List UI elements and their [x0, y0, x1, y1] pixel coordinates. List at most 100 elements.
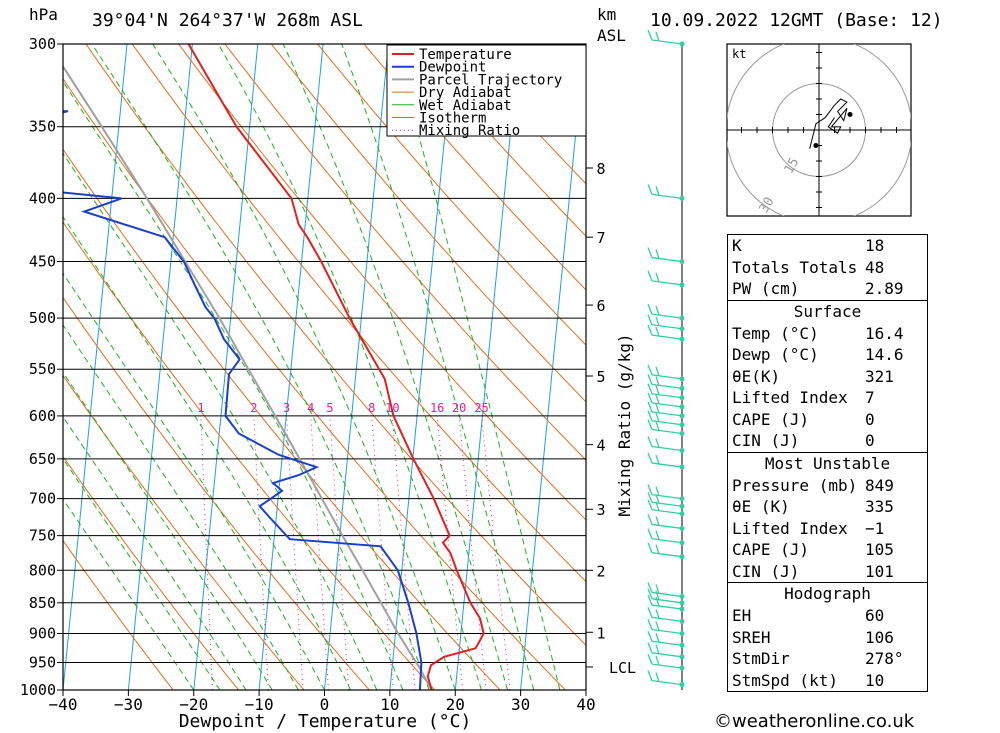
- index-value: 2.89: [865, 279, 904, 298]
- hodograph-indices: EH 60 SREH 106 StmDir 278° StmSpd (kt) 10: [728, 605, 927, 691]
- pressure-label: 450: [29, 253, 56, 271]
- dry-adiabat-line: [178, 44, 586, 521]
- wind-barb: [647, 542, 683, 558]
- pressure-label: 800: [29, 561, 56, 579]
- isotherm-line: [63, 44, 128, 690]
- legend-box: [386, 44, 587, 137]
- index-label: StmDir: [732, 649, 790, 668]
- asl-unit: ASL: [597, 26, 626, 45]
- index-row: CAPE (J) 0: [728, 409, 927, 431]
- pressure-label: 750: [29, 527, 56, 545]
- pressure-label: 700: [29, 490, 56, 508]
- index-label: CAPE (J): [732, 540, 810, 559]
- pressure-label: 300: [29, 35, 56, 53]
- station-location: 39°04'N 264°37'W 268m ASL: [92, 10, 363, 31]
- wet-adiabat-line: [63, 152, 378, 690]
- isotherm-line: [454, 44, 520, 690]
- index-label: CIN (J): [732, 561, 800, 581]
- km-tick-label: 1: [596, 624, 605, 642]
- index-label: Pressure (mb): [732, 475, 858, 495]
- hodograph-title: Hodograph: [728, 582, 927, 605]
- isotherm-line: [389, 44, 455, 690]
- wind-barb: [647, 528, 683, 544]
- mixing-ratio-label: 8: [368, 401, 375, 415]
- index-row: K 18: [728, 235, 927, 257]
- index-label: Dewp (°C): [732, 345, 819, 364]
- wet-adiabat-line: [63, 80, 404, 690]
- legend-label: Temperature: [419, 47, 512, 63]
- most-unstable-title: Most Unstable: [728, 451, 927, 475]
- hodograph-ring-label: 15: [782, 155, 803, 176]
- index-row: CIN (J) 0: [728, 430, 927, 452]
- index-label: EH: [732, 606, 752, 625]
- index-value: 48: [865, 257, 885, 277]
- dry-adiabat-line: [270, 44, 586, 403]
- wind-barb: [647, 419, 683, 435]
- isotherm-line: [127, 44, 193, 690]
- wind-barb: [647, 452, 683, 468]
- wind-barb: [647, 619, 683, 635]
- wind-barb: [647, 484, 683, 500]
- index-value: 0: [865, 409, 875, 429]
- index-value: 10: [865, 670, 885, 690]
- lcl-label: LCL: [609, 659, 636, 677]
- mixing-ratio-label: 1: [197, 401, 204, 415]
- index-value: 278°: [865, 649, 904, 668]
- index-value: 849: [865, 475, 894, 495]
- wind-barb: [647, 364, 683, 380]
- mixing-ratio-label: 10: [385, 401, 399, 415]
- index-row: Lifted Index −1: [728, 518, 927, 540]
- dry-adiabat-line: [63, 539, 174, 690]
- wind-barb: [647, 670, 683, 686]
- index-value: 18: [865, 236, 885, 255]
- index-value: 321: [865, 366, 894, 386]
- wet-adiabat-line: [63, 457, 221, 690]
- index-label: Temp (°C): [732, 323, 819, 343]
- legend-label: Isotherm: [419, 111, 486, 127]
- wind-barb: [647, 374, 683, 390]
- index-row: Temp (°C) 16.4: [728, 323, 927, 345]
- dry-adiabat-line: [363, 44, 586, 291]
- index-label: θE (K): [732, 497, 790, 516]
- mixing-ratio-line: [200, 415, 213, 690]
- index-label: K: [732, 236, 742, 255]
- dry-adiabat-line: [63, 77, 566, 690]
- pressure-unit: hPa: [29, 5, 58, 24]
- wind-barb: [647, 247, 683, 263]
- dry-adiabat-line: [63, 148, 501, 690]
- wind-barb: [647, 184, 683, 200]
- wind-barb: [647, 314, 683, 330]
- wind-barb: [647, 582, 683, 598]
- mixing-ratio-line: [310, 415, 329, 690]
- index-row: Totals Totals 48: [728, 257, 927, 279]
- x-tick-label: 20: [446, 695, 465, 714]
- pressure-label: 1000: [20, 681, 56, 699]
- pressure-label: 900: [29, 624, 56, 642]
- wind-barb: [647, 303, 683, 319]
- wet-adiabat-line: [152, 44, 456, 690]
- index-value: 16.4: [865, 323, 904, 343]
- wind-barb: [647, 499, 683, 515]
- pressure-label: 500: [29, 309, 56, 327]
- mixing-ratio-line: [253, 415, 269, 690]
- credit-link[interactable]: ©weatheronline.co.uk: [714, 711, 915, 732]
- hodograph-unit: kt: [732, 47, 746, 61]
- index-label: PW (cm): [732, 279, 800, 298]
- hodograph-trace: [809, 98, 848, 149]
- wind-barb: [647, 436, 683, 452]
- legend-label: Dewpoint: [419, 60, 486, 76]
- surface-indices: Temp (°C) 16.4 Dewp (°C) 14.6 θE(K) 321 Lifted…: [728, 323, 927, 452]
- index-row: StmDir 278°: [728, 648, 927, 670]
- km-tick-label: 2: [596, 562, 605, 580]
- index-value: 14.6: [865, 345, 904, 364]
- index-value: 106: [865, 627, 894, 647]
- index-row: θE(K) 321: [728, 366, 927, 388]
- legend-label: Wet Adiabat: [419, 98, 512, 114]
- legend-label: Parcel Trajectory: [419, 72, 562, 88]
- dry-adiabat-line: [317, 44, 586, 346]
- x-axis-label: Dewpoint / Temperature (°C): [179, 711, 472, 732]
- index-value: 335: [865, 497, 894, 516]
- dewpoint-profile: [63, 110, 423, 690]
- km-tick-label: 7: [596, 229, 605, 247]
- km-tick-label: 6: [596, 297, 605, 315]
